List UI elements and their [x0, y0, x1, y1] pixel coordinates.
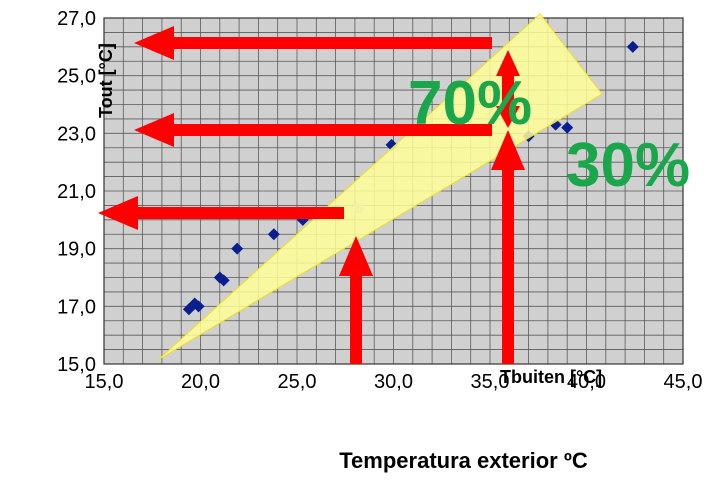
arrow-up-left — [339, 236, 373, 364]
x-tick-label: 30,0 — [374, 371, 413, 393]
arrow-up-right-lower — [491, 130, 525, 364]
arrow-shaft — [350, 274, 362, 364]
tick-labels: 15,0 20,0 25,0 30,0 35,0 40,0 45,0 15,0 17,0 19,0… — [57, 8, 702, 393]
data-point — [192, 300, 205, 313]
y-tick-label: 19,0 — [57, 239, 96, 261]
arrow-shaft — [172, 124, 492, 136]
arrow-bottom-left — [98, 196, 344, 230]
wedge-cone — [157, 13, 603, 361]
percent-upper-label: 70% — [408, 69, 532, 138]
y-tick-label: 25,0 — [57, 66, 96, 88]
x-tick-label: 25,0 — [278, 371, 317, 393]
data-point — [626, 40, 639, 53]
arrow-head — [491, 130, 525, 170]
data-point — [217, 274, 230, 287]
arrow-head — [134, 26, 174, 60]
x-axis-label: Tbuiten [°C] — [500, 367, 602, 387]
y-tick-label: 27,0 — [57, 8, 96, 30]
data-point — [231, 242, 244, 255]
plot-border — [103, 17, 684, 365]
arrow-shaft — [136, 207, 344, 219]
arrow-double-vertical — [496, 50, 520, 128]
wedge-layer — [157, 13, 603, 361]
arrow-head — [339, 236, 373, 276]
y-tick-label: 23,0 — [57, 123, 96, 145]
arrows — [98, 26, 525, 364]
arrow-head — [496, 106, 520, 128]
arrow-middle-left — [134, 113, 492, 147]
arrow-head — [496, 50, 520, 76]
data-point — [267, 228, 280, 241]
x-tick-label: 35,0 — [471, 371, 510, 393]
arrow-head — [98, 196, 138, 230]
x-tick-label: 20,0 — [181, 371, 220, 393]
percent-lower-label: 30% — [566, 131, 690, 200]
arrow-shaft — [502, 72, 514, 112]
x-tick-label: 15,0 — [85, 371, 124, 393]
y-tick-label: 15,0 — [57, 354, 96, 376]
x-tick-label: 40,0 — [567, 371, 606, 393]
chart-caption: Temperatura exterior ºC — [339, 448, 588, 473]
arrow-head — [134, 113, 174, 147]
data-point — [561, 121, 574, 134]
y-tick-label: 21,0 — [57, 181, 96, 203]
arrow-shaft — [502, 168, 514, 364]
x-tick-label: 45,0 — [664, 371, 703, 393]
y-axis-label: Tout [°C] — [96, 43, 116, 118]
arrow-shaft — [172, 37, 492, 49]
arrow-top-left — [134, 26, 492, 60]
y-tick-label: 17,0 — [57, 296, 96, 318]
